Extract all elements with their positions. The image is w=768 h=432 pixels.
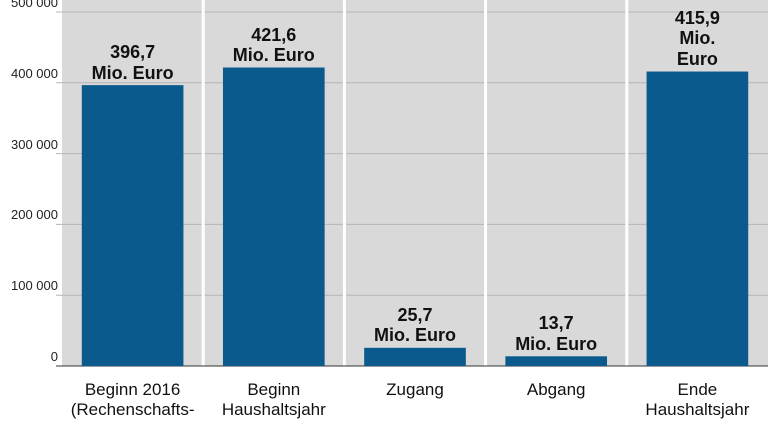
y-tick-label: 100 000 xyxy=(11,278,58,294)
value-label: 421,6 Mio. Euro xyxy=(232,24,315,66)
x-tick-label: Beginn Haushaltsjahr xyxy=(221,380,326,419)
value-label: 25,7 Mio. Euro xyxy=(374,304,456,346)
value-label: 415,9 Mio. Euro xyxy=(674,7,720,69)
y-tick-label: 300 000 xyxy=(11,136,58,152)
y-tick-label: 400 000 xyxy=(11,65,58,81)
bar xyxy=(364,347,466,366)
x-tick-label: Abgang xyxy=(526,380,586,399)
y-tick-label: 500 000 xyxy=(11,0,58,10)
x-tick-label: Zugang xyxy=(386,380,444,399)
y-tick-label: 200 000 xyxy=(11,207,58,223)
bar xyxy=(222,67,325,366)
value-label: 13,7 Mio. Euro xyxy=(515,313,598,354)
x-tick-label: Beginn 2016 (Rechenschafts- xyxy=(70,380,195,419)
y-tick-label: 0 xyxy=(50,349,58,364)
bar xyxy=(81,85,184,366)
bar xyxy=(505,356,608,366)
x-tick-label: Ende Haushaltsjahr xyxy=(645,380,750,419)
bar xyxy=(646,71,749,367)
value-label: 396,7 Mio. Euro xyxy=(91,42,174,83)
